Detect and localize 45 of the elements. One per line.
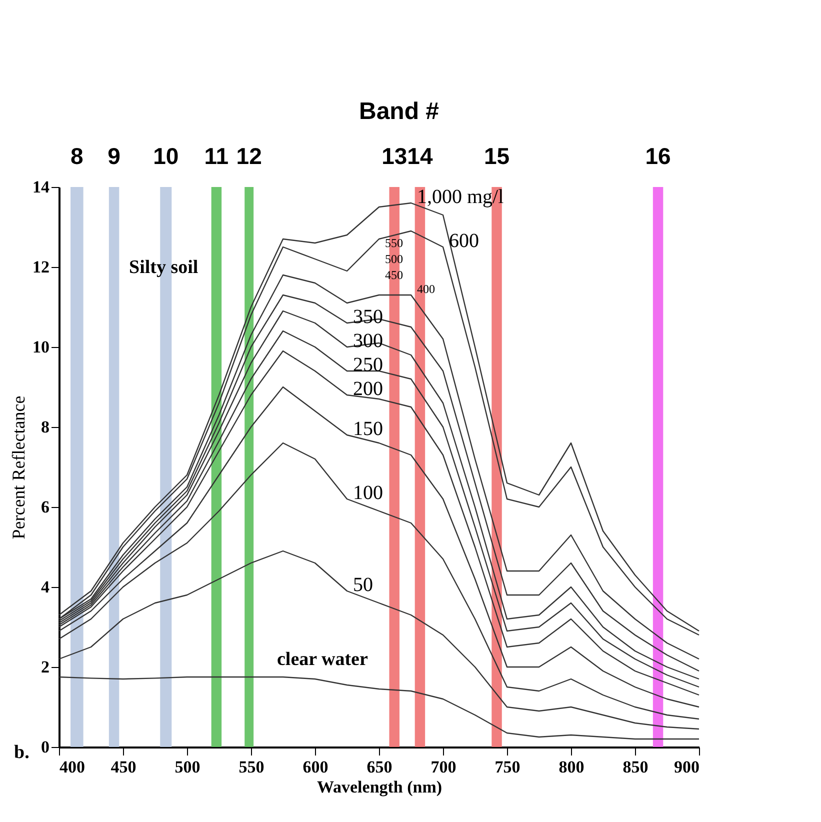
y-axis-title: Percent Reflectance xyxy=(8,396,28,540)
band-label: 14 xyxy=(407,143,433,169)
band-label: 16 xyxy=(645,143,671,169)
x-tick-label: 650 xyxy=(366,758,392,776)
y-tick-label: 14 xyxy=(32,178,50,196)
text: b. xyxy=(14,742,30,763)
x-tick-label: 900 xyxy=(674,758,700,776)
x-tick-label: 600 xyxy=(302,758,328,776)
x-tick-label: 800 xyxy=(558,758,584,776)
annotation: 400 xyxy=(417,282,435,296)
x-tick-label: 550 xyxy=(238,758,264,776)
band-label: 9 xyxy=(108,143,120,169)
band-label: 12 xyxy=(236,143,262,169)
annotation: 550 xyxy=(385,236,403,250)
x-tick-label: 700 xyxy=(430,758,456,776)
annotation: 450 xyxy=(385,268,403,282)
y-tick-label: 8 xyxy=(41,418,50,436)
y-tick-label: 0 xyxy=(41,738,50,756)
annotation: 200 xyxy=(353,378,383,400)
band-label: 15 xyxy=(484,143,510,169)
band-label: 10 xyxy=(153,143,179,169)
x-tick-label: 400 xyxy=(60,758,85,776)
annotation: 100 xyxy=(353,482,383,504)
x-tick-label: 750 xyxy=(494,758,520,776)
x-tick-label: 500 xyxy=(174,758,200,776)
x2-axis-title: Band # xyxy=(358,98,440,125)
band-label: 8 xyxy=(70,143,84,169)
x-tick-label: 850 xyxy=(622,758,648,776)
x-axis-title: Wavelength (nm) xyxy=(316,778,442,796)
annotation: 500 xyxy=(385,252,403,266)
y-tick-label: 6 xyxy=(41,498,50,516)
band-label: 13 xyxy=(382,143,408,169)
annotation: 1,000 mg/l xyxy=(417,186,504,208)
annotation: 250 xyxy=(353,354,383,376)
band-label: 11 xyxy=(204,143,229,169)
annotation: Silty soil xyxy=(129,257,198,278)
annotation: clear water xyxy=(277,649,368,670)
y-tick-label: 12 xyxy=(32,258,50,276)
x-tick-label: 450 xyxy=(110,758,136,776)
y-tick-label: 2 xyxy=(41,658,50,676)
annotation: 150 xyxy=(353,418,383,440)
annotation: 50 xyxy=(353,574,373,596)
annotation: 600 xyxy=(449,230,479,252)
y-tick-label: 10 xyxy=(32,338,50,356)
y-tick-label: 4 xyxy=(41,578,50,596)
